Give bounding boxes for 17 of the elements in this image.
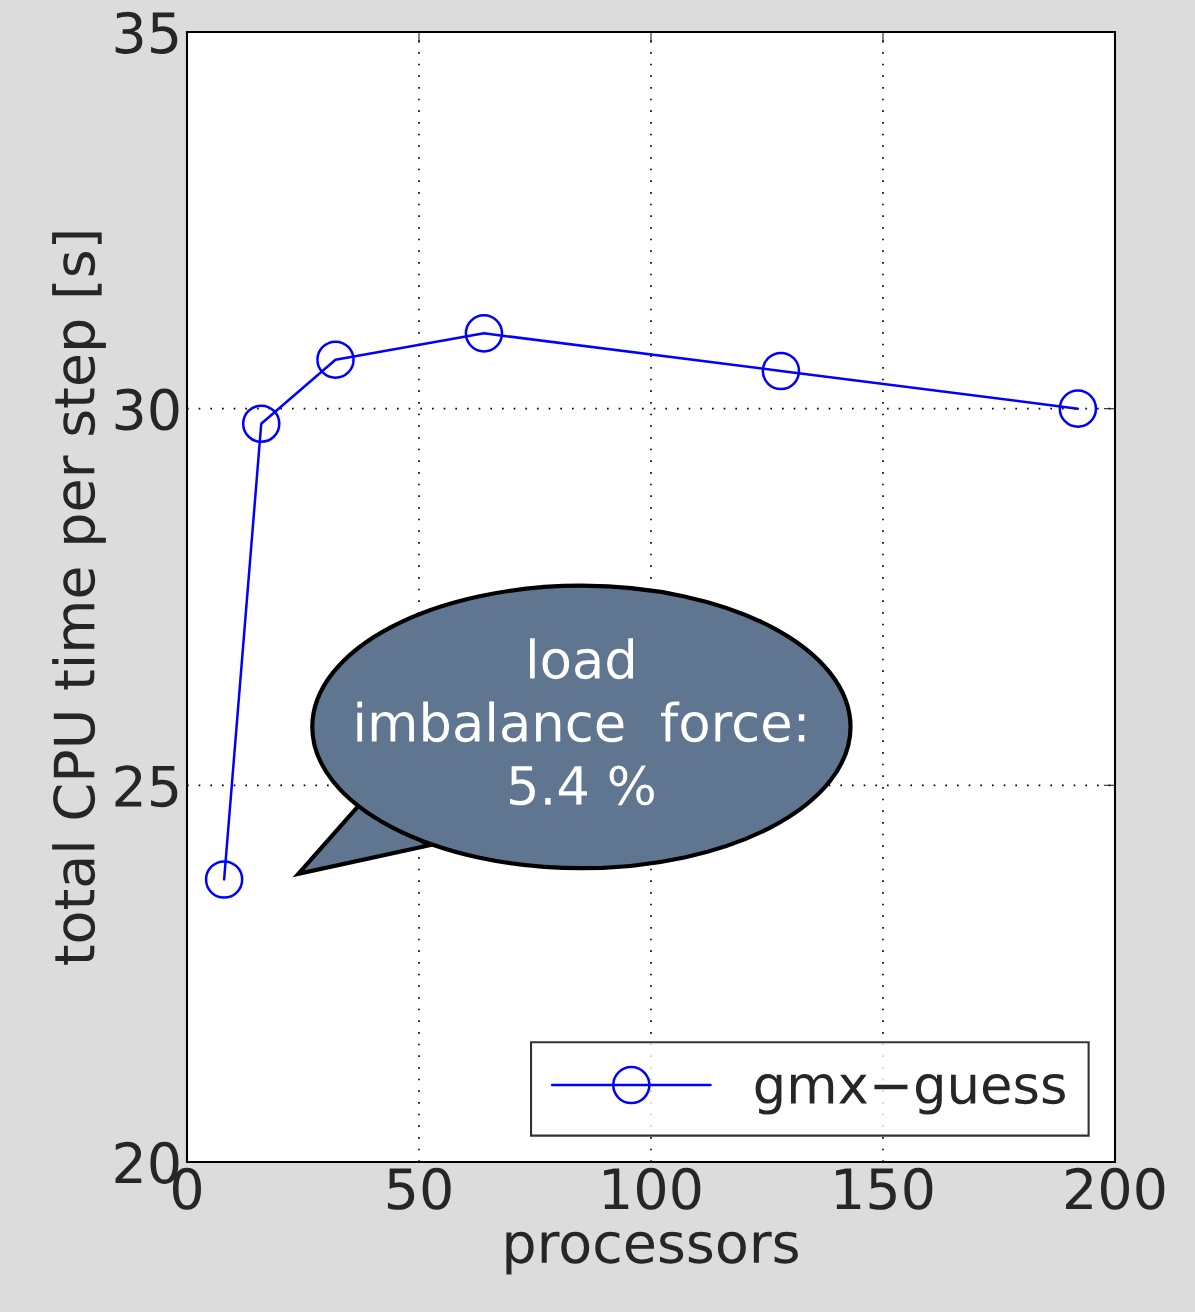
- x-tick-label: 200: [1066, 1167, 1165, 1210]
- point: [761, 351, 801, 391]
- x-tick-label: 150: [836, 1167, 933, 1210]
- y-tick-label: 25: [115, 765, 178, 808]
- annotation: load imbalance force: 5.4 %: [357, 638, 805, 806]
- point: [464, 314, 504, 353]
- y-axis-title: total CPU time per step [s]: [52, 232, 106, 965]
- x-tick-label: 50: [387, 1167, 451, 1210]
- point: [204, 860, 244, 899]
- legend-label: gmx−guess: [755, 1073, 1065, 1115]
- point: [1058, 389, 1098, 428]
- x-axis-title: processors: [506, 1231, 798, 1275]
- point: [316, 340, 355, 380]
- point: [241, 404, 281, 444]
- y-tick-label: 30: [115, 388, 179, 431]
- x-tick-label: 100: [604, 1167, 701, 1210]
- y-tick-label: 35: [115, 11, 178, 54]
